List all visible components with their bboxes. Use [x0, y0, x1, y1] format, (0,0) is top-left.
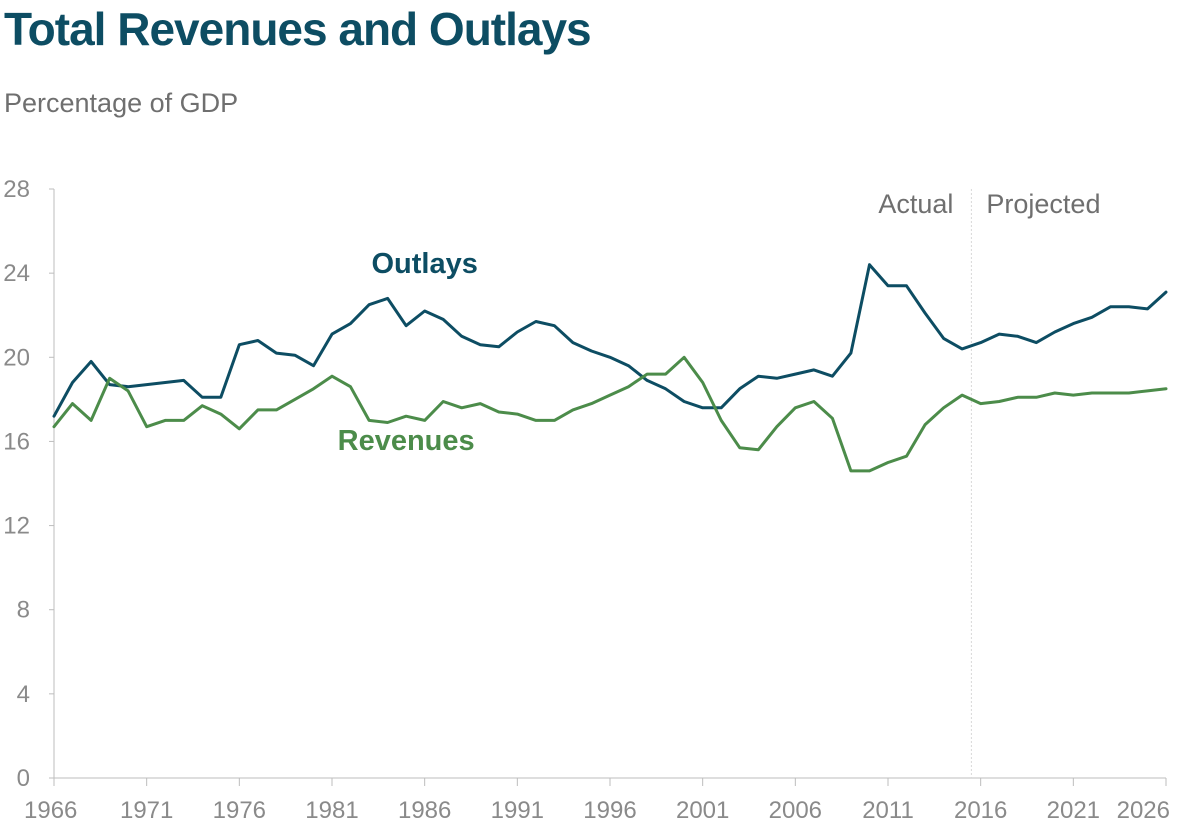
x-tick-label: 1986 — [398, 797, 451, 824]
outlays-line — [52, 263, 1168, 418]
y-axis-title: Percentage of GDP — [4, 88, 239, 118]
x-tick-label: 2011 — [862, 797, 914, 824]
x-tick-label: 2001 — [676, 797, 729, 824]
x-tick-label: 2026 — [1117, 797, 1170, 824]
x-tick-label: 1971 — [120, 797, 173, 824]
x-tick-label: 1966 — [24, 797, 77, 824]
y-tick-label: 16 — [3, 428, 30, 455]
outlays-series-label: Outlays — [371, 248, 477, 280]
actual-period-label: Actual — [878, 189, 953, 219]
revenues-line — [52, 355, 1168, 473]
y-tick-label: 24 — [3, 260, 30, 287]
revenues-series-label: Revenues — [338, 425, 475, 457]
chart-title: Total Revenues and Outlays — [4, 3, 592, 55]
x-tick-label: 2006 — [769, 797, 822, 824]
y-tick-label: 28 — [3, 176, 30, 203]
y-tick-label: 20 — [3, 344, 30, 371]
y-tick-label: 4 — [17, 681, 30, 708]
x-tick-label: 2021 — [1047, 797, 1100, 824]
x-tick-label: 1976 — [213, 797, 266, 824]
x-tick-label: 1981 — [305, 797, 358, 824]
x-tick-label: 2016 — [954, 797, 1007, 824]
y-tick-label: 8 — [17, 597, 30, 624]
x-tick-label: 1991 — [491, 797, 544, 824]
y-tick-label: 0 — [17, 765, 30, 792]
projected-period-label: Projected — [986, 189, 1100, 219]
x-tick-label: 1996 — [583, 797, 636, 824]
y-tick-label: 12 — [3, 513, 30, 540]
